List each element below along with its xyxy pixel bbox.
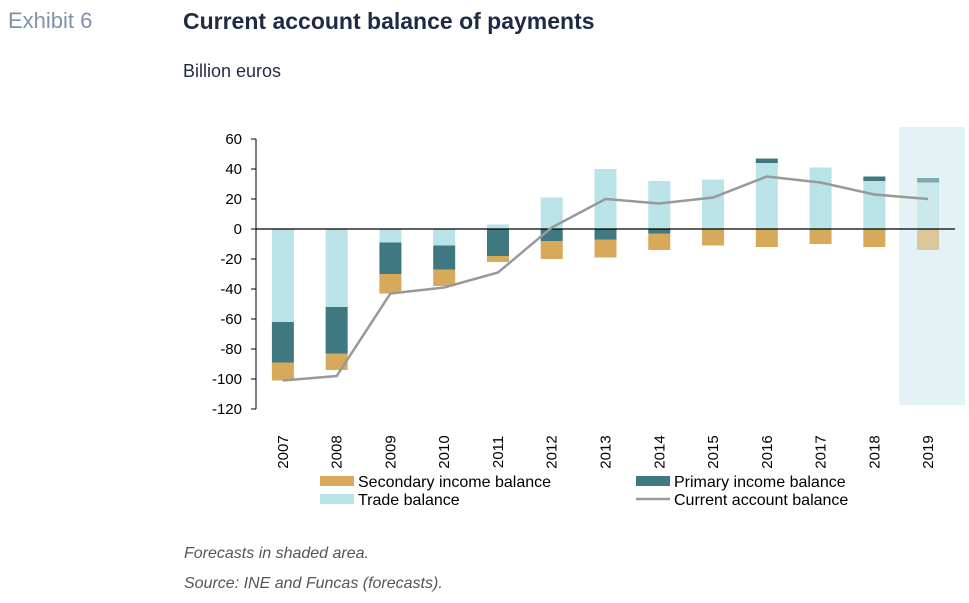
bar-secondary-income-balance-2007 [271, 362, 294, 381]
x-tick-label-2017: 2017 [813, 435, 830, 468]
x-tick-label-2015: 2015 [705, 435, 722, 468]
y-tick-label: 0 [234, 221, 242, 238]
bar-primary-income-balance-2008 [325, 307, 348, 354]
x-tick-label-2008: 2008 [329, 435, 346, 468]
bar-trade-balance-2019 [917, 182, 940, 229]
bar-primary-income-balance-2016 [755, 158, 778, 163]
bar-primary-income-balance-2009 [379, 242, 402, 274]
bar-secondary-income-balance-2011 [486, 256, 509, 262]
forecast-note: Forecasts in shaded area. [184, 545, 369, 562]
bar-trade-balance-2010 [433, 229, 456, 246]
bar-secondary-income-balance-2012 [540, 241, 563, 259]
bar-secondary-income-balance-2018 [863, 229, 886, 247]
bar-trade-balance-2016 [755, 163, 778, 229]
x-tick-label-2010: 2010 [436, 435, 453, 468]
y-tick-label: -60 [220, 311, 242, 328]
y-tick-label: -100 [212, 371, 242, 388]
x-tick-label-2009: 2009 [382, 435, 399, 468]
x-tick-label-2012: 2012 [544, 435, 561, 468]
y-tick-label: -40 [220, 281, 242, 298]
chart-subtitle: Billion euros [183, 61, 282, 81]
y-tick-label: -20 [220, 251, 242, 268]
y-tick-label: -80 [220, 341, 242, 358]
bar-secondary-income-balance-2016 [755, 229, 778, 247]
bar-trade-balance-2008 [325, 229, 348, 307]
bar-secondary-income-balance-2009 [379, 274, 402, 294]
bar-trade-balance-2009 [379, 229, 402, 243]
bar-primary-income-balance-2011 [486, 229, 509, 256]
bar-secondary-income-balance-2010 [433, 269, 456, 286]
bar-primary-income-balance-2014 [648, 229, 671, 234]
bar-trade-balance-2011 [486, 224, 509, 229]
x-tick-label-2007: 2007 [275, 435, 292, 468]
exhibit-label: Exhibit 6 [8, 8, 93, 33]
x-tick-label-2018: 2018 [866, 435, 883, 468]
bar-secondary-income-balance-2015 [702, 229, 725, 246]
bar-primary-income-balance-2013 [594, 229, 617, 240]
legend-label-secondary-income-balance: Secondary income balance [358, 474, 551, 491]
bar-trade-balance-2017 [809, 167, 832, 229]
legend-swatch-primary-income-balance [636, 476, 670, 486]
x-tick-label-2019: 2019 [920, 435, 937, 468]
bar-primary-income-balance-2007 [271, 322, 294, 363]
chart-title: Current account balance of payments [183, 8, 595, 34]
bar-primary-income-balance-2019 [917, 178, 940, 183]
forecast-shaded-area [899, 127, 965, 405]
x-tick-label-2014: 2014 [651, 435, 668, 468]
bar-secondary-income-balance-2014 [648, 233, 671, 250]
bar-primary-income-balance-2018 [863, 176, 886, 181]
bar-trade-balance-2007 [271, 229, 294, 322]
legend-swatch-trade-balance [320, 494, 354, 504]
x-tick-label-2011: 2011 [490, 436, 507, 468]
bar-trade-balance-2014 [648, 181, 671, 229]
y-tick-label: 40 [225, 161, 242, 178]
y-tick-label: -120 [212, 401, 242, 418]
legend-label-current-account-balance: Current account balance [674, 492, 848, 509]
y-tick-label: 60 [225, 131, 242, 148]
legend-swatch-secondary-income-balance [320, 476, 354, 486]
bar-trade-balance-2015 [702, 179, 725, 229]
bar-secondary-income-balance-2019 [917, 229, 940, 250]
source-note: Source: INE and Funcas (forecasts). [184, 575, 443, 592]
y-tick-label: 20 [225, 191, 242, 208]
legend-label-primary-income-balance: Primary income balance [674, 474, 846, 491]
bar-secondary-income-balance-2013 [594, 239, 617, 258]
bar-secondary-income-balance-2017 [809, 229, 832, 244]
bar-secondary-income-balance-2008 [325, 353, 348, 370]
x-tick-label-2016: 2016 [759, 435, 776, 468]
bar-trade-balance-2012 [540, 197, 563, 229]
bar-trade-balance-2018 [863, 181, 886, 229]
bar-primary-income-balance-2010 [433, 245, 456, 270]
legend-label-trade-balance: Trade balance [358, 492, 460, 509]
x-tick-label-2013: 2013 [598, 435, 615, 468]
